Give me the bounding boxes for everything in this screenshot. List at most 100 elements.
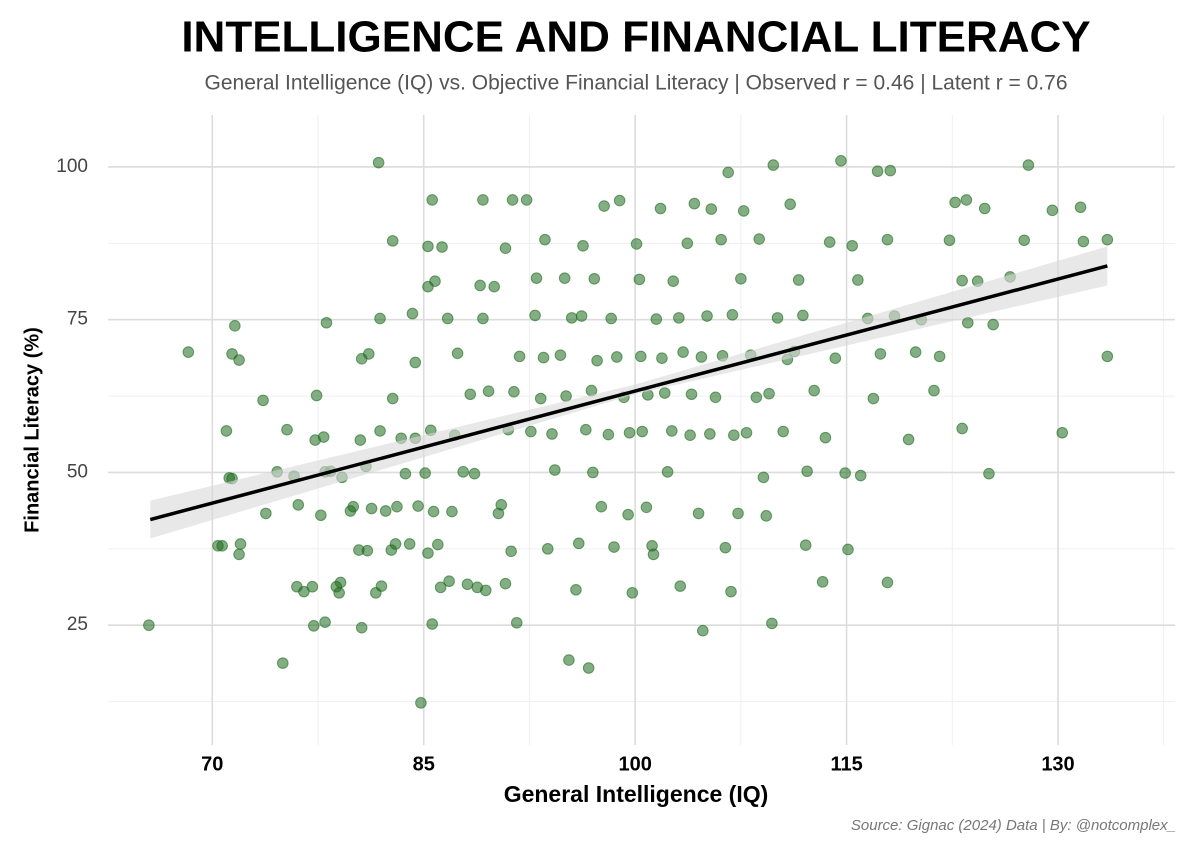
data-point — [842, 543, 854, 556]
data-point — [347, 500, 360, 513]
data-point — [391, 500, 403, 513]
data-point — [771, 312, 784, 324]
data-point — [406, 307, 419, 320]
data-point — [429, 275, 441, 288]
plot-area — [143, 155, 1114, 709]
data-point — [701, 310, 713, 322]
data-point — [426, 618, 438, 630]
y-tick-label: 25 — [67, 614, 88, 635]
data-point — [513, 350, 526, 363]
data-point — [443, 575, 455, 588]
data-point — [319, 616, 331, 628]
data-point — [570, 583, 582, 596]
data-point — [306, 580, 319, 593]
data-point — [541, 543, 554, 555]
data-point — [375, 580, 388, 592]
data-point — [505, 545, 517, 558]
data-point — [379, 505, 392, 517]
data-point — [558, 272, 571, 284]
data-point — [354, 434, 367, 446]
data-point — [650, 313, 663, 325]
data-point — [479, 584, 492, 597]
data-point — [525, 425, 537, 438]
data-point — [835, 155, 847, 167]
data-point — [801, 465, 813, 478]
data-point — [355, 621, 368, 634]
data-point — [608, 541, 620, 553]
data-point — [233, 548, 245, 561]
data-point — [784, 198, 797, 211]
data-point — [588, 272, 601, 285]
data-point — [361, 544, 374, 557]
data-point — [881, 576, 894, 589]
y-tick-label: 100 — [56, 156, 88, 177]
data-point — [389, 538, 402, 550]
data-point — [386, 235, 399, 247]
data-point — [673, 312, 685, 324]
data-point — [554, 349, 567, 361]
data-point — [656, 352, 668, 365]
data-point — [598, 200, 610, 212]
data-point — [365, 502, 378, 515]
data-point — [508, 386, 520, 398]
data-point — [634, 350, 647, 363]
data-point — [426, 194, 438, 206]
data-point — [943, 234, 956, 247]
data-point — [422, 240, 434, 253]
data-point — [726, 309, 739, 321]
data-point — [468, 467, 481, 480]
data-point — [667, 275, 680, 288]
data-point — [534, 392, 547, 405]
data-point — [233, 354, 245, 366]
data-point — [582, 662, 595, 674]
data-point — [611, 351, 623, 363]
y-tick-label: 75 — [67, 309, 88, 330]
data-point — [633, 273, 646, 286]
data-point — [182, 346, 195, 358]
data-point — [1046, 204, 1059, 217]
data-point — [386, 392, 399, 405]
data-point — [962, 316, 974, 329]
data-point — [229, 320, 241, 332]
data-point — [792, 274, 805, 286]
data-point — [666, 425, 678, 437]
data-point — [1101, 350, 1114, 363]
data-point — [695, 351, 708, 363]
data-point — [871, 165, 884, 178]
data-point — [750, 391, 763, 404]
data-point — [1056, 426, 1069, 439]
data-point — [987, 318, 999, 331]
data-point — [403, 538, 416, 550]
data-point — [1074, 201, 1087, 214]
data-point — [766, 617, 778, 630]
data-point — [216, 539, 228, 552]
data-point — [457, 466, 469, 478]
data-point — [587, 466, 599, 479]
data-point — [530, 272, 543, 284]
data-point — [605, 312, 617, 325]
data-point — [874, 348, 887, 360]
y-tick-label: 50 — [67, 461, 88, 482]
data-point — [591, 354, 603, 367]
data-point — [1101, 233, 1114, 246]
data-point — [760, 510, 773, 522]
data-point — [1077, 235, 1090, 248]
data-point — [441, 312, 454, 325]
data-point — [572, 537, 585, 550]
data-point — [685, 388, 698, 401]
data-point — [575, 310, 588, 322]
data-point — [688, 197, 701, 210]
data-point — [374, 312, 386, 325]
data-point — [412, 500, 424, 512]
data-point — [495, 499, 508, 511]
data-point — [661, 466, 674, 478]
data-point — [320, 316, 333, 329]
data-point — [510, 616, 523, 629]
data-point — [281, 423, 293, 436]
data-point — [488, 280, 501, 293]
data-point — [884, 164, 897, 177]
data-point — [722, 166, 734, 179]
data-point — [640, 501, 653, 514]
data-point — [482, 385, 495, 397]
